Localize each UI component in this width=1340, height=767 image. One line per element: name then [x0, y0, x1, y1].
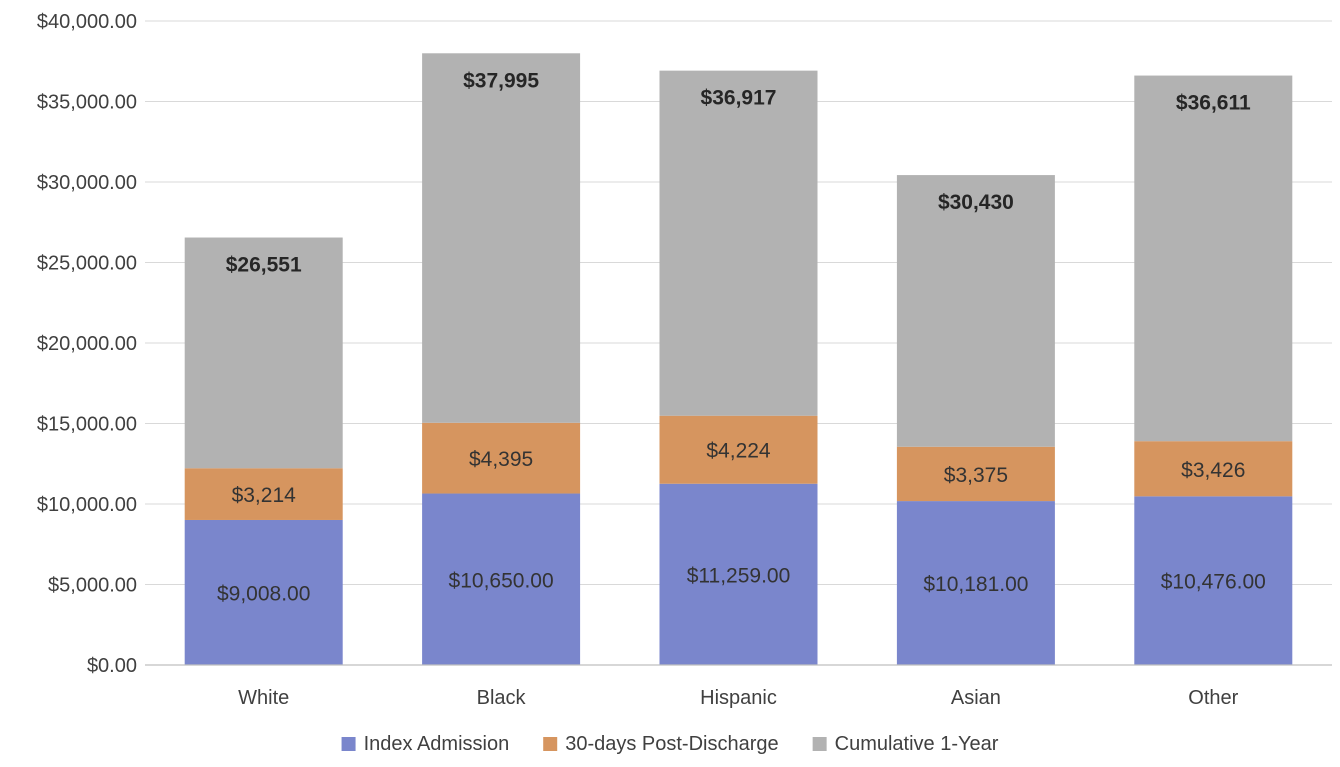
legend-label: Index Admission [364, 733, 510, 755]
legend-item-30-days-post-discharge: 30-days Post-Discharge [543, 733, 779, 755]
y-tick-label: $10,000.00 [37, 494, 137, 516]
data-label-index-admission: $10,476.00 [1161, 571, 1266, 594]
y-tick-label: $35,000.00 [37, 92, 137, 114]
x-tick-label: Asian [951, 687, 1001, 709]
bar-group-white: $9,008.00 $3,214 $26,551 [184, 237, 343, 665]
legend-item-cumulative-1-year: Cumulative 1-Year [812, 733, 999, 755]
total-label: $26,551 [226, 254, 302, 277]
bar-cumulative-1-year-black [422, 53, 581, 423]
y-tick-label: $20,000.00 [37, 333, 137, 355]
total-label: $36,917 [701, 87, 777, 110]
bar-index-admission-hispanic [659, 483, 818, 665]
legend-label: Cumulative 1-Year [835, 733, 999, 755]
data-label-index-admission: $9,008.00 [217, 582, 310, 605]
data-label-30-days-post-discharge: $3,375 [944, 464, 1008, 487]
bar-cumulative-1-year-hispanic [659, 70, 818, 416]
y-tick-label: $15,000.00 [37, 414, 137, 436]
total-label: $36,611 [1176, 92, 1251, 115]
bar-cumulative-1-year-other [1134, 75, 1293, 442]
y-tick-label: $5,000.00 [48, 575, 137, 597]
legend: Index Admission 30-days Post-Discharge Cum… [341, 733, 999, 755]
x-tick-label: Black [477, 687, 527, 709]
bar-cumulative-1-year-asian [896, 175, 1055, 447]
x-tick-label: Other [1188, 687, 1238, 709]
bar-30-days-post-discharge-other [1134, 441, 1293, 497]
data-label-index-admission: $10,650.00 [449, 569, 554, 592]
legend-label: 30-days Post-Discharge [565, 733, 778, 755]
bar-index-admission-asian [896, 501, 1055, 665]
legend-item-index-admission: Index Admission [341, 733, 510, 755]
y-axis: $0.00 $5,000.00 $10,000.00 $15,000.00 $20,00… [37, 11, 137, 677]
data-label-index-admission: $10,181.00 [923, 573, 1028, 596]
bar-index-admission-black [422, 493, 581, 665]
bars: $9,008.00 $3,214 $26,551 $10,650.00 $4,395 $3… [184, 53, 1293, 665]
data-label-index-admission: $11,259.00 [687, 564, 791, 587]
bar-30-days-post-discharge-white [184, 468, 343, 520]
x-tick-label: White [238, 687, 289, 709]
bar-group-other: $10,476.00 $3,426 $36,611 [1134, 75, 1293, 665]
legend-swatch [341, 737, 356, 751]
data-label-30-days-post-discharge: $4,395 [469, 448, 533, 471]
data-label-30-days-post-discharge: $4,224 [706, 440, 771, 463]
bar-index-admission-white [184, 519, 343, 665]
bar-cumulative-1-year-white [184, 237, 343, 469]
data-label-30-days-post-discharge: $3,426 [1181, 459, 1245, 482]
y-tick-label: $30,000.00 [37, 172, 137, 194]
legend-swatch [812, 737, 827, 751]
bar-group-asian: $10,181.00 $3,375 $30,430 [896, 175, 1055, 665]
y-tick-label: $40,000.00 [37, 11, 137, 33]
bar-index-admission-other [1134, 496, 1293, 665]
total-label: $37,995 [463, 69, 539, 92]
data-label-30-days-post-discharge: $3,214 [232, 484, 297, 507]
bar-group-black: $10,650.00 $4,395 $37,995 [422, 53, 581, 665]
legend-swatch [543, 737, 558, 751]
bar-30-days-post-discharge-black [422, 422, 581, 494]
x-tick-label: Hispanic [700, 687, 777, 709]
total-label: $30,430 [938, 191, 1014, 214]
y-tick-label: $25,000.00 [37, 253, 137, 275]
bar-30-days-post-discharge-hispanic [659, 415, 818, 484]
bar-30-days-post-discharge-asian [896, 446, 1055, 502]
y-tick-label: $0.00 [87, 655, 137, 677]
bar-group-hispanic: $11,259.00 $4,224 $36,917 [659, 70, 818, 665]
x-axis: White Black Hispanic Asian Other [145, 664, 1332, 709]
